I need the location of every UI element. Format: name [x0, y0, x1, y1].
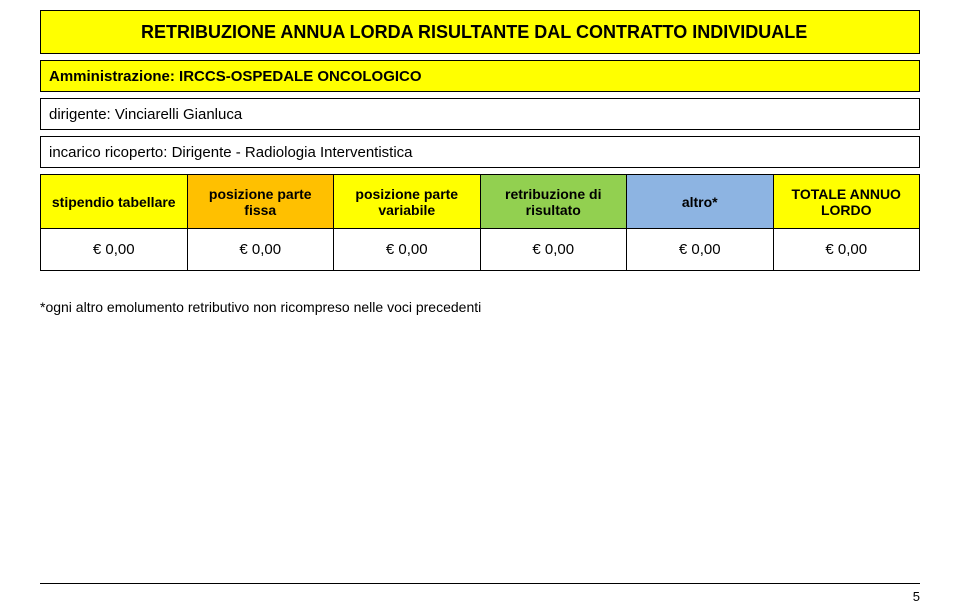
dirigente-value: Vinciarelli Gianluca	[115, 106, 242, 123]
cell-retribuzione-risultato: € 0,00	[480, 229, 627, 271]
table-data-row: € 0,00 € 0,00 € 0,00 € 0,00 € 0,00 € 0,0…	[41, 229, 920, 271]
footer-divider	[40, 583, 920, 584]
incarico-value: Dirigente - Radiologia Interventistica	[172, 144, 413, 161]
cell-totale: € 0,00	[773, 229, 920, 271]
cell-stipendio: € 0,00	[41, 229, 188, 271]
dirigente-label: dirigente:	[49, 106, 111, 123]
salary-table: stipendio tabellare posizione parte fiss…	[40, 174, 920, 271]
col-header-posizione-fissa: posizione parte fissa	[187, 175, 334, 229]
cell-altro: € 0,00	[627, 229, 774, 271]
title-row: RETRIBUZIONE ANNUA LORDA RISULTANTE DAL …	[40, 10, 920, 54]
cell-posizione-fissa: € 0,00	[187, 229, 334, 271]
admin-label: Amministrazione:	[49, 68, 175, 85]
col-header-stipendio: stipendio tabellare	[41, 175, 188, 229]
cell-posizione-variabile: € 0,00	[334, 229, 481, 271]
dirigente-row: dirigente: Vinciarelli Gianluca	[40, 98, 920, 130]
incarico-row: incarico ricoperto: Dirigente - Radiolog…	[40, 136, 920, 168]
admin-value: IRCCS-OSPEDALE ONCOLOGICO	[179, 68, 422, 85]
footnote: *ogni altro emolumento retributivo non r…	[40, 299, 920, 315]
col-header-retribuzione-risultato: retribuzione di risultato	[480, 175, 627, 229]
page: RETRIBUZIONE ANNUA LORDA RISULTANTE DAL …	[0, 0, 960, 614]
title-text: RETRIBUZIONE ANNUA LORDA RISULTANTE DAL …	[141, 22, 807, 43]
col-header-posizione-variabile: posizione parte variabile	[334, 175, 481, 229]
incarico-label: incarico ricoperto:	[49, 144, 167, 161]
col-header-altro: altro*	[627, 175, 774, 229]
page-number: 5	[913, 589, 920, 604]
col-header-totale: TOTALE ANNUO LORDO	[773, 175, 920, 229]
admin-row: Amministrazione: IRCCS-OSPEDALE ONCOLOGI…	[40, 60, 920, 92]
table-header-row: stipendio tabellare posizione parte fiss…	[41, 175, 920, 229]
